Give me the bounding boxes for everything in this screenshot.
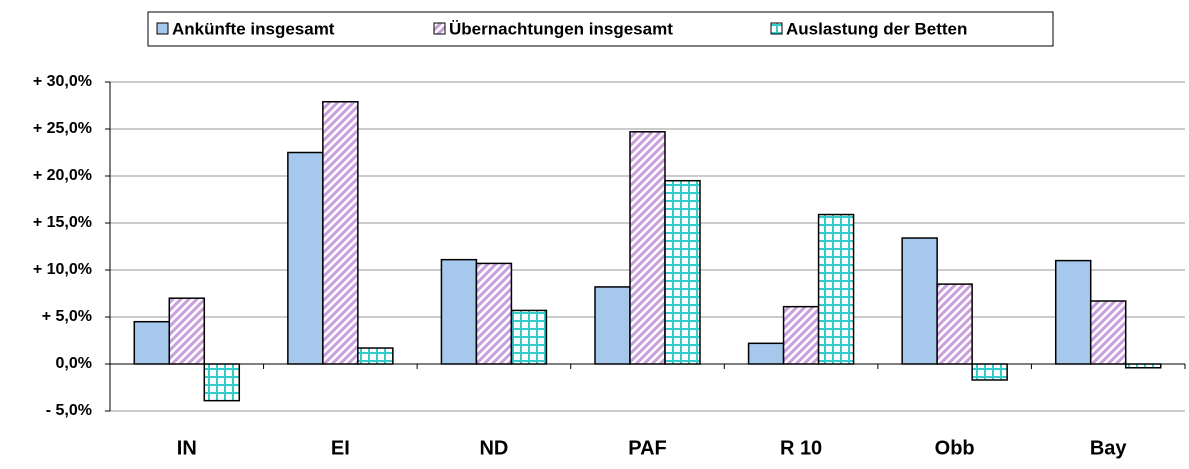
legend-swatch bbox=[156, 22, 169, 35]
y-tick-label: + 20,0% bbox=[33, 167, 92, 184]
y-tick-label: + 25,0% bbox=[33, 120, 92, 137]
x-tick-label: PAF bbox=[628, 437, 667, 459]
bar bbox=[1089, 300, 1127, 365]
legend-swatch bbox=[433, 22, 446, 35]
bar bbox=[440, 258, 478, 365]
x-tick-label: EI bbox=[331, 437, 350, 459]
bar bbox=[203, 363, 241, 402]
legend-swatch bbox=[770, 22, 783, 35]
bar bbox=[901, 237, 938, 365]
bar bbox=[594, 286, 631, 365]
legend-label: Ankünfte insgesamt bbox=[172, 19, 335, 38]
y-tick-label: + 10,0% bbox=[33, 261, 92, 278]
bar bbox=[817, 213, 855, 365]
legend-box bbox=[147, 11, 1054, 47]
bar bbox=[357, 347, 394, 365]
bar bbox=[510, 309, 548, 365]
bar bbox=[664, 179, 701, 365]
bar bbox=[287, 151, 324, 365]
y-tick-label: 0,0% bbox=[56, 355, 92, 372]
y-tick-label: + 30,0% bbox=[33, 73, 92, 90]
x-tick-label: IN bbox=[177, 437, 197, 459]
bar bbox=[782, 305, 820, 365]
legend-label: Übernachtungen insgesamt bbox=[449, 19, 673, 38]
bar bbox=[971, 363, 1008, 381]
y-tick-label: + 5,0% bbox=[42, 308, 92, 325]
bar bbox=[1054, 259, 1092, 365]
bar bbox=[629, 131, 666, 365]
x-tick-label: Bay bbox=[1090, 437, 1128, 459]
bar bbox=[747, 342, 785, 365]
bar bbox=[322, 100, 359, 365]
bar bbox=[475, 262, 513, 365]
x-tick-label: R 10 bbox=[780, 437, 822, 459]
y-tick-label: - 5,0% bbox=[46, 402, 92, 419]
x-tick-label: Obb bbox=[935, 437, 975, 459]
bar bbox=[936, 283, 973, 365]
x-tick-label: ND bbox=[479, 437, 508, 459]
bar bbox=[133, 320, 171, 365]
bar bbox=[168, 297, 206, 365]
legend-label: Auslastung der Betten bbox=[786, 19, 967, 38]
y-tick-label: + 15,0% bbox=[33, 214, 92, 231]
bar bbox=[1124, 363, 1162, 369]
